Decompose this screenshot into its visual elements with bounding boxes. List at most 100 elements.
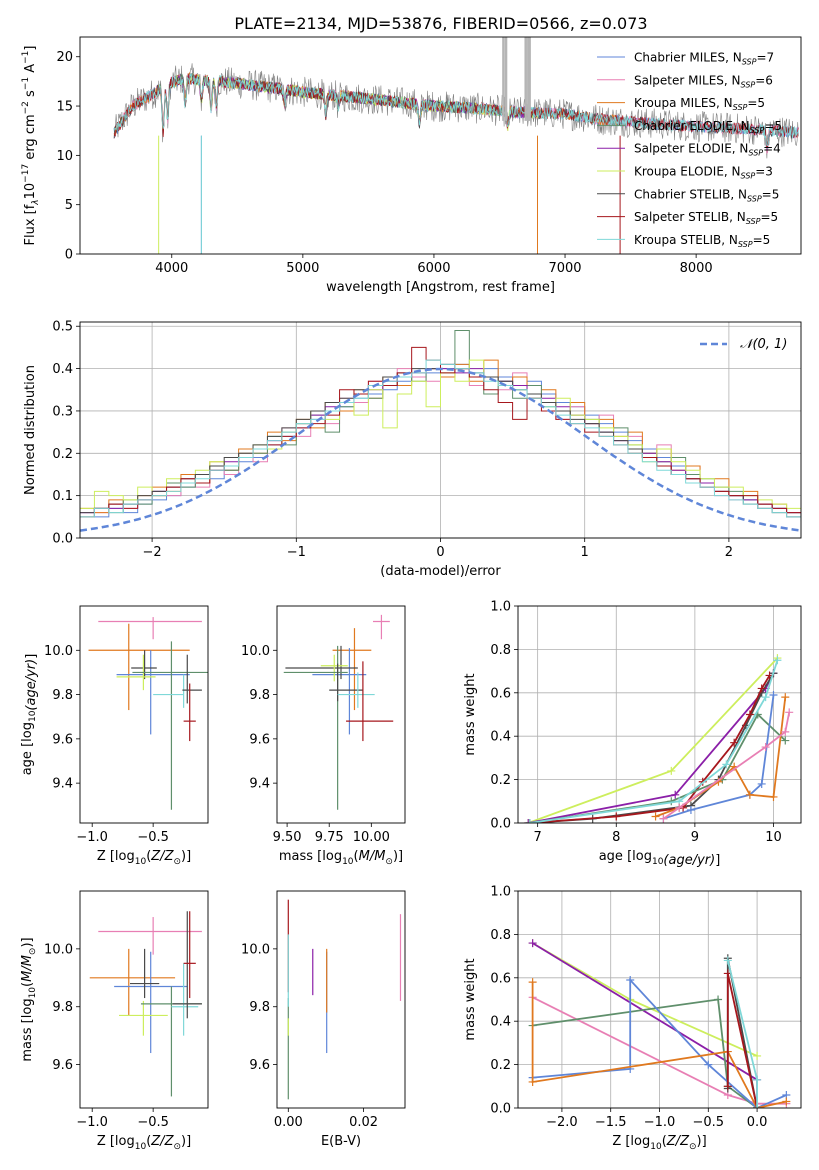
x-axis-label: (data-model)/error: [380, 564, 501, 579]
data-point-marker: [667, 766, 676, 775]
histogram-kroupa-miles: [80, 359, 801, 518]
y-tick-label: 1.0: [490, 600, 511, 615]
histograms: [80, 329, 801, 532]
legend-label: Salpeter ELODIE, NSSP=4: [634, 142, 781, 158]
y-axis-label: mass weight: [463, 673, 478, 755]
errorbars: [287, 899, 402, 1100]
x-tick-label: −1.0: [76, 830, 108, 845]
y-tick-label: 10.0: [44, 644, 73, 659]
age-vs-mass-panel: 9.50 9.75 10.00 9.4 9.6 9.8 10.0 mass [log10(M/…: [241, 605, 406, 867]
x-tick-label: 0.02: [349, 1115, 378, 1130]
histogram-salpeter-stelib: [80, 346, 801, 518]
x-axis-label: Z [log10(Z/Z⊙)]: [97, 849, 191, 867]
data-point-marker: [761, 743, 770, 752]
data-point-marker: [753, 1075, 762, 1084]
age-vs-metallicity-panel: −1.0 −0.5 9.4 9.6 9.8 10.0 Z [log10(Z/Z⊙)] age …: [20, 605, 209, 867]
y-tick-label: 0.0: [52, 532, 73, 547]
axes-frame: [517, 890, 802, 1109]
data-point-marker: [730, 738, 739, 747]
data-point-marker: [782, 1097, 791, 1106]
histogram-chabrier-elodie: [80, 329, 801, 518]
legend-label: Chabrier MILES, NSSP=7: [634, 51, 774, 67]
data-point-marker: [781, 736, 790, 745]
figure-title: PLATE=2134, MJD=53876, FIBERID=0566, z=0…: [234, 14, 647, 33]
data-point-marker: [659, 814, 668, 823]
series-salpeter-elodie-line: [532, 942, 758, 1108]
series-lines: [524, 654, 794, 823]
legend-label: Kroupa MILES, NSSP=5: [634, 96, 765, 112]
data-point-marker: [753, 1104, 762, 1108]
x-tick-label: −1.0: [644, 1115, 676, 1130]
y-axis-label: mass [log10(M/M⊙)]: [20, 937, 38, 1061]
legend-label: Kroupa ELODIE, NSSP=3: [634, 165, 773, 181]
y-tick-label: 9.8: [249, 688, 270, 703]
data-point-marker: [704, 1060, 713, 1069]
mass-weight-vs-age-panel: 7 8 9 10 0.0 0.2 0.4 0.6 0.8 1.0 age [log10(age/yr…: [463, 600, 802, 868]
y-tick-label: 0.5: [52, 320, 73, 335]
x-tick-label: −1.0: [76, 1115, 108, 1130]
series-salpeter-stelib-line: [529, 674, 771, 823]
x-tick-label: 0.00: [274, 1115, 303, 1130]
legend-label: 𝒩(0, 1): [740, 337, 787, 352]
axes-frame: [79, 605, 209, 824]
histogram-chabrier-stelib: [80, 363, 801, 518]
x-tick-label: 7000: [548, 261, 581, 276]
data-point-marker: [651, 812, 660, 821]
y-tick-label: 9.8: [52, 688, 73, 703]
axes-frame: [276, 890, 406, 1109]
series-chabrier-elodie-line: [532, 998, 758, 1108]
x-tick-label: 9: [691, 830, 699, 845]
legend-label: Salpeter STELIB, NSSP=5: [634, 210, 778, 226]
y-tick-label: 10: [56, 149, 73, 164]
x-axis-label: E(B-V): [321, 1134, 361, 1149]
data-point-marker: [528, 978, 537, 987]
axes-frame: [79, 890, 209, 1109]
x-axis-label: mass [log10(M/M⊙)]: [279, 849, 403, 867]
x-tick-label: −1: [287, 545, 306, 560]
y-tick-label: 9.4: [52, 777, 73, 792]
series-salpeter-stelib-line: [726, 973, 758, 1108]
y-tick-label: 15: [56, 100, 73, 115]
y-tick-label: 0.3: [52, 404, 73, 419]
x-tick-label: 9.50: [273, 830, 302, 845]
y-tick-label: 9.6: [249, 1058, 270, 1073]
x-tick-label: 6000: [417, 261, 450, 276]
series-lines: [528, 939, 791, 1108]
data-point-marker: [524, 819, 533, 823]
y-tick-label: 5: [65, 198, 73, 213]
errorbars: [283, 614, 394, 810]
data-point-marker: [714, 995, 723, 1004]
histogram-chabrier-miles: [80, 363, 801, 518]
legend-label: Kroupa STELIB, NSSP=5: [634, 233, 770, 249]
y-axis-label: Normed distribution: [23, 365, 38, 495]
x-tick-label: 0: [436, 545, 444, 560]
y-tick-label: 9.6: [52, 1058, 73, 1073]
y-tick-label: 1.0: [490, 885, 511, 900]
x-axis-label: Z [log10(Z/Z⊙)]: [97, 1134, 191, 1152]
mass-vs-reddening-panel: 0.00 0.02 9.6 9.8 10.0 E(B-V): [241, 890, 406, 1149]
y-tick-label: 9.6: [52, 732, 73, 747]
mass-weight-vs-metallicity-panel: −2.0 −1.5 −1.0 −0.5 0.0 0.0 0.2 0.4 0.6 0.8 1.0 Z […: [463, 885, 802, 1152]
x-tick-label: −0.5: [693, 1115, 725, 1130]
x-tick-label: 8: [612, 830, 620, 845]
y-tick-label: 10.0: [44, 942, 73, 957]
y-tick-label: 10.0: [241, 644, 270, 659]
data-point-marker: [723, 1082, 732, 1091]
y-tick-label: 10.0: [241, 942, 270, 957]
data-point-marker: [785, 708, 794, 717]
data-point-marker: [722, 760, 731, 769]
data-point-marker: [781, 693, 790, 702]
x-tick-label: 8000: [680, 261, 713, 276]
data-point-marker: [745, 790, 754, 799]
axes-frame: [79, 321, 802, 539]
series-kroupa-elodie-line: [532, 942, 758, 1057]
x-tick-label: 9.75: [315, 830, 344, 845]
data-point-marker: [769, 792, 778, 801]
x-axis-label: Z [log10(Z/Z⊙)]: [612, 1134, 706, 1152]
x-tick-label: 10: [765, 830, 782, 845]
data-point-marker: [612, 812, 621, 821]
y-tick-label: 0.4: [490, 730, 511, 745]
spectrum-kroupa-stelib-line: [113, 73, 799, 147]
mass-vs-metallicity-panel: −1.0 −0.5 9.6 9.8 10.0 Z [log10(Z/Z⊙)] mass [l…: [20, 890, 209, 1152]
